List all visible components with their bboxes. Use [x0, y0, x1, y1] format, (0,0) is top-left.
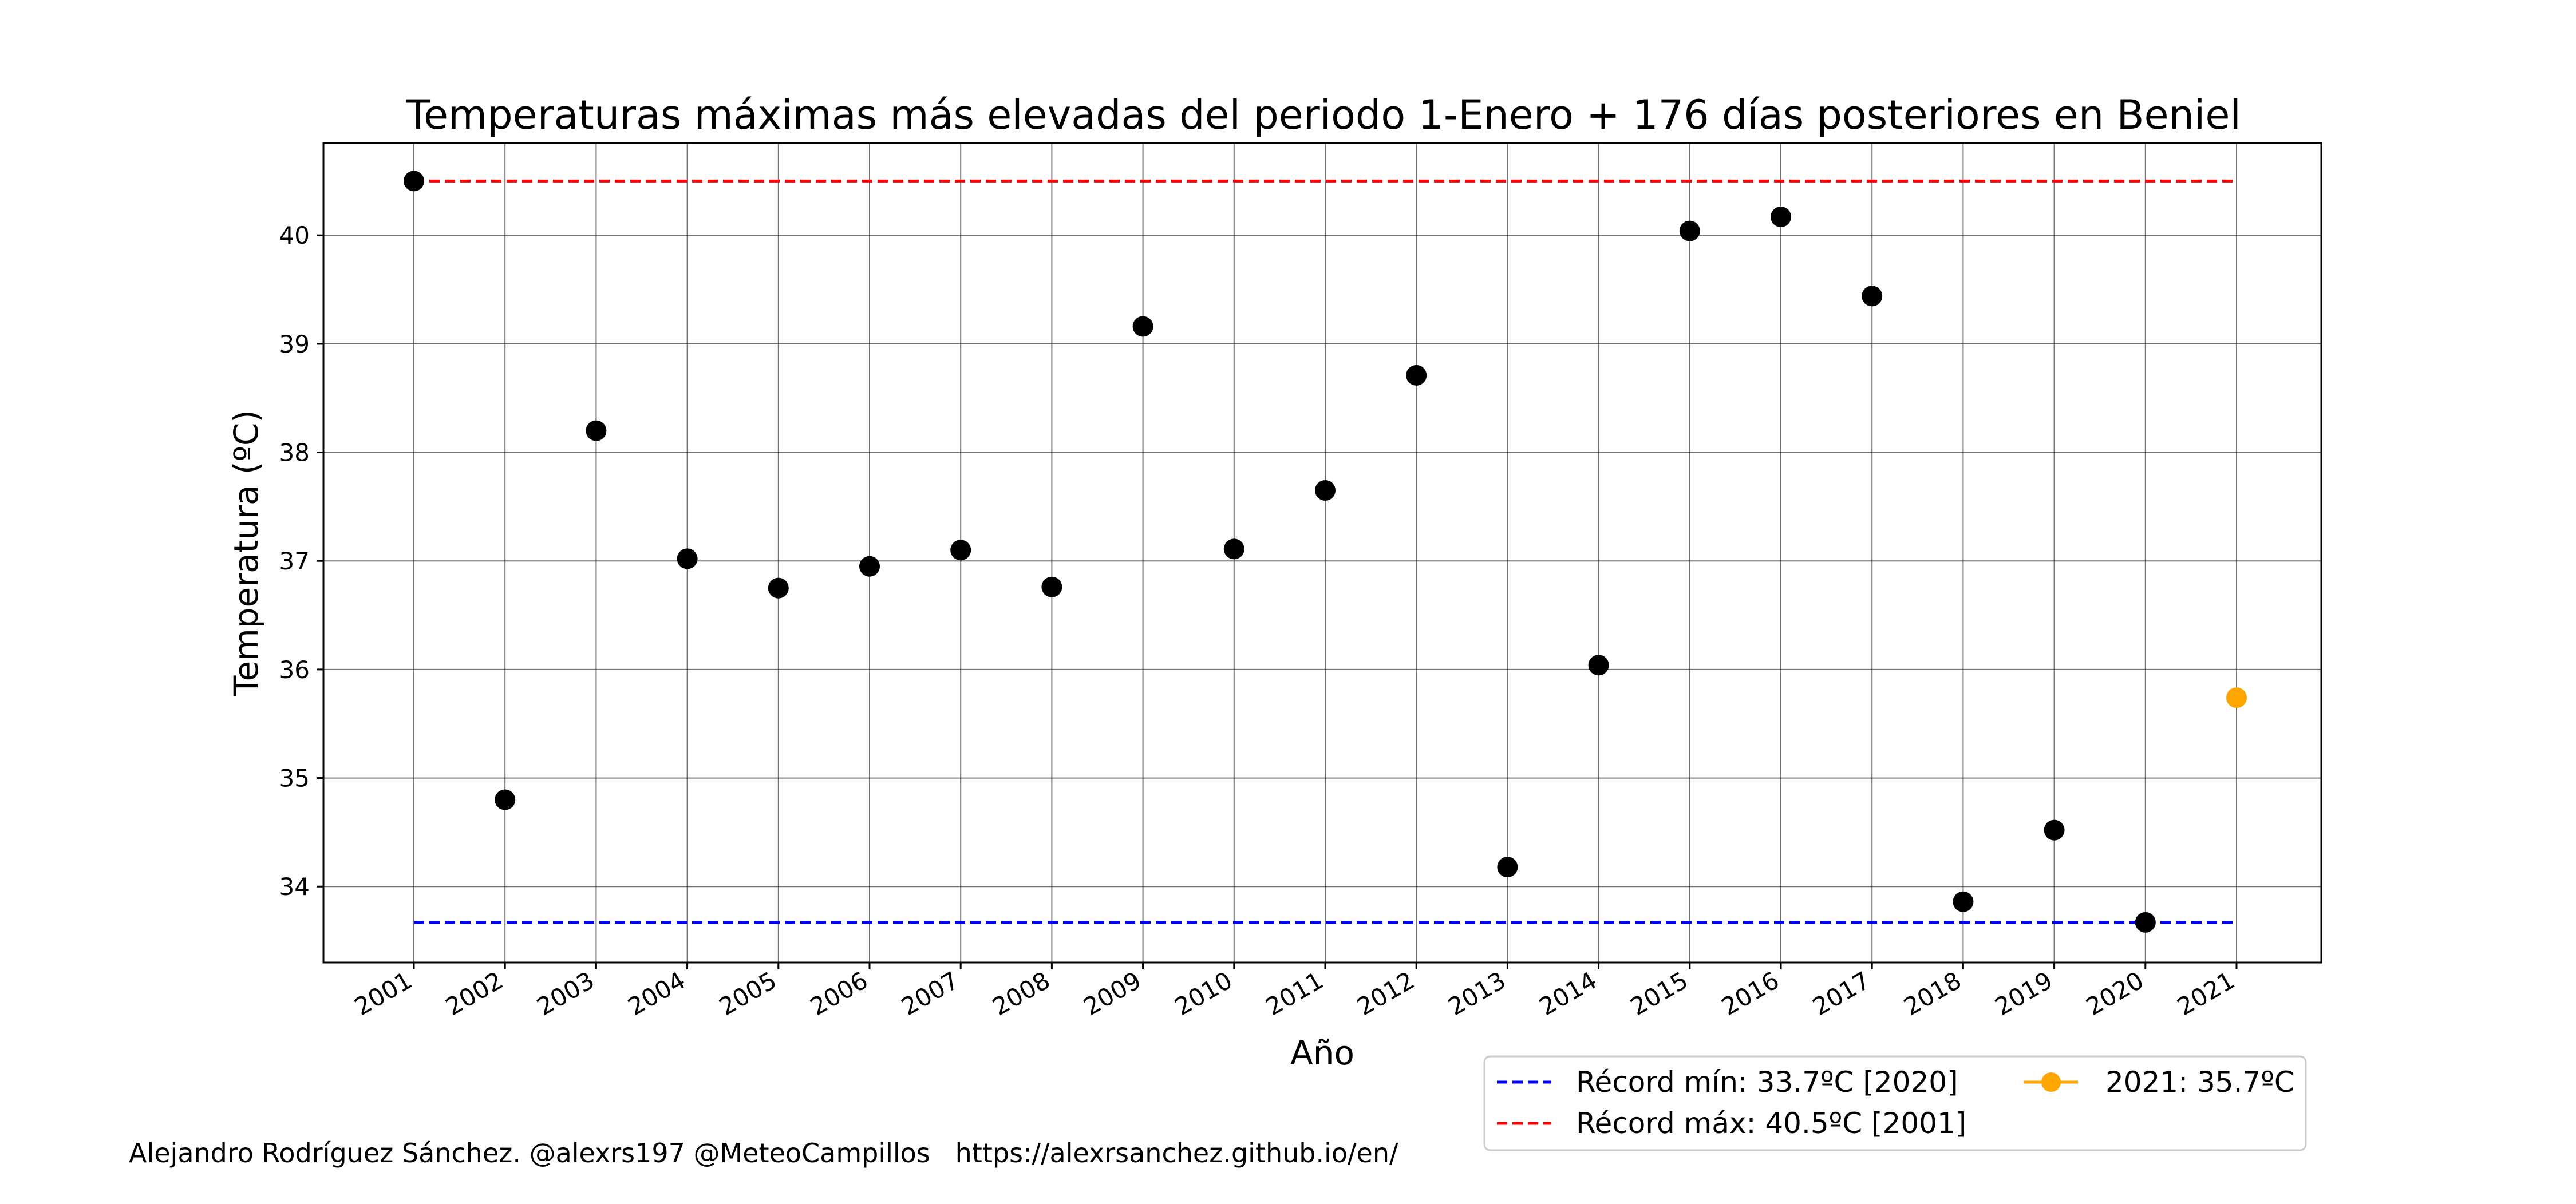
- legend-label-record-min: Récord mín: 33.7ºC [2020]: [1576, 1066, 1958, 1099]
- x-tick-label: 2005: [714, 966, 781, 1021]
- x-tick-label: 2008: [987, 966, 1054, 1021]
- x-tick-label: 2001: [350, 966, 417, 1021]
- plot-frame: [322, 142, 2322, 964]
- data-point: [1406, 365, 1427, 386]
- data-points: [404, 171, 2247, 933]
- legend-label-2021: 2021: 35.7ºC: [2105, 1066, 2294, 1099]
- x-tick-label: 2006: [805, 966, 872, 1021]
- data-point: [1497, 857, 1518, 878]
- x-tick-label: 2015: [1626, 966, 1693, 1021]
- data-point: [1315, 480, 1336, 501]
- data-point: [1862, 286, 1883, 307]
- data-point: [768, 577, 789, 599]
- record-lines: [414, 179, 2237, 924]
- x-axis-label: Año: [1290, 1033, 1354, 1072]
- x-tick-label: 2020: [2081, 966, 2148, 1021]
- data-point: [1953, 891, 1974, 912]
- x-tick-label: 2007: [896, 966, 963, 1021]
- data-point: [677, 548, 698, 569]
- x-tick-label: 2004: [623, 966, 690, 1021]
- x-tick-label: 2011: [1261, 966, 1328, 1021]
- y-tick-label: 38: [279, 439, 310, 467]
- data-point: [1588, 655, 1609, 676]
- legend-label-record-max: Récord máx: 40.5ºC [2001]: [1576, 1107, 1966, 1140]
- data-point: [2135, 912, 2156, 933]
- y-tick-label: 37: [279, 547, 310, 575]
- data-point: [859, 556, 880, 577]
- x-tick-label: 2013: [1443, 966, 1510, 1021]
- grid-lines: [323, 143, 2321, 963]
- author-credit: Alejandro Rodríguez Sánchez. @alexrs197 …: [129, 1138, 1398, 1169]
- y-tick-label: 40: [279, 221, 310, 249]
- x-tick-label: 2002: [441, 966, 508, 1021]
- data-point: [2044, 819, 2065, 841]
- x-tick-label: 2014: [1535, 966, 1602, 1021]
- y-axis-label: Temperatura (ºC): [227, 410, 266, 696]
- data-point-2021: [2226, 687, 2247, 708]
- x-tick-label: 2012: [1352, 966, 1419, 1021]
- x-tick-label: 2016: [1717, 966, 1784, 1021]
- y-tick-label: 36: [279, 656, 310, 684]
- data-point: [1041, 576, 1062, 597]
- chart-title: Temperaturas máximas más elevadas del pe…: [405, 92, 2241, 138]
- legend-marker-2021: [2041, 1072, 2061, 1092]
- data-point: [1132, 316, 1153, 337]
- x-tick-label: 2019: [1990, 966, 2057, 1021]
- x-tick-label: 2018: [1899, 966, 1966, 1021]
- data-point: [1771, 206, 1791, 227]
- data-point: [950, 540, 971, 561]
- y-tick-label: 35: [279, 765, 310, 793]
- data-point: [495, 789, 516, 810]
- x-tick-label: 2021: [2172, 966, 2239, 1021]
- data-point: [1223, 538, 1244, 560]
- x-tick-label: 2009: [1079, 966, 1146, 1021]
- y-tick-label: 39: [279, 330, 310, 358]
- data-point: [404, 171, 424, 192]
- x-axis: 2001 2002 2003 2004 2005 2006 2007 2008 2009 2010…: [350, 963, 2239, 1021]
- data-point: [586, 420, 607, 441]
- y-tick-label: 34: [279, 873, 310, 901]
- legend-box: [1483, 1055, 2307, 1151]
- x-tick-label: 2003: [532, 966, 599, 1021]
- y-axis: 34 35 36 37 38 39 40: [279, 221, 323, 901]
- legend: Récord mín: 33.7ºC [2020] Récord máx: 40…: [1483, 1055, 2307, 1151]
- data-point: [1679, 220, 1700, 241]
- x-tick-label: 2017: [1808, 966, 1875, 1021]
- x-tick-label: 2010: [1170, 966, 1237, 1021]
